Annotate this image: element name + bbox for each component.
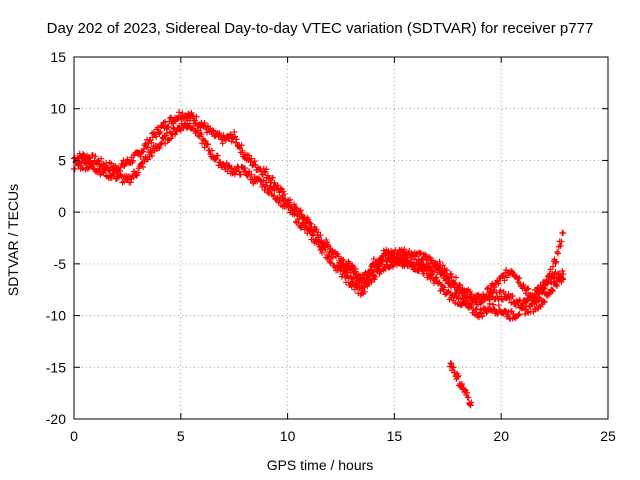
series-markers xyxy=(446,360,475,409)
series-isolated-arc xyxy=(446,360,475,409)
y-tick-label: -10 xyxy=(46,308,66,324)
y-tick-label: -5 xyxy=(54,256,67,272)
y-tick-label: -20 xyxy=(46,411,66,427)
y-tick-label: 0 xyxy=(58,204,66,220)
axis-ticks: 0 5 10 15 20 25 15 10 5 0 -5 -10 -15 -20 xyxy=(46,49,616,444)
plot-frame xyxy=(73,56,609,420)
x-tick-label: 20 xyxy=(493,428,509,444)
data-layer xyxy=(71,109,567,409)
y-tick-label: 10 xyxy=(50,101,66,117)
y-tick-label: -15 xyxy=(46,359,66,375)
x-tick-label: 15 xyxy=(387,428,403,444)
chart-title: Day 202 of 2023, Sidereal Day-to-day VTE… xyxy=(46,20,594,37)
x-tick-label: 0 xyxy=(70,428,78,444)
y-tick-label: 15 xyxy=(50,49,66,65)
grid xyxy=(74,57,608,419)
series-markers xyxy=(71,109,567,306)
x-tick-label: 5 xyxy=(177,428,185,444)
x-axis-label: GPS time / hours xyxy=(266,457,374,473)
x-tick-label: 10 xyxy=(280,428,296,444)
series-band-a xyxy=(71,109,567,306)
y-tick-label: 5 xyxy=(58,152,66,168)
y-axis-label: SDTVAR / TECUs xyxy=(5,183,21,297)
series-markers xyxy=(338,251,567,312)
x-tick-label: 25 xyxy=(600,428,616,444)
series-band-c xyxy=(338,251,567,312)
